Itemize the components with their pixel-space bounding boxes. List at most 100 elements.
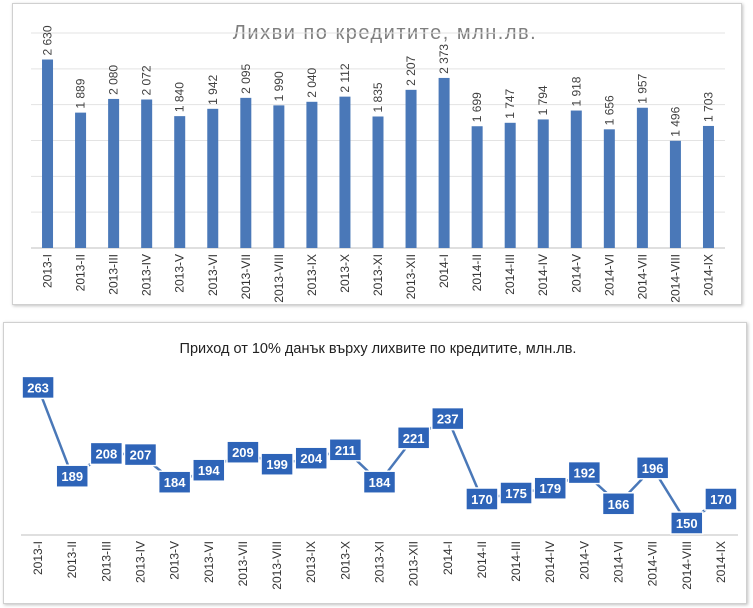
data-point-label: 175: [499, 481, 533, 505]
x-tick-label: 2014-IV: [536, 254, 550, 296]
data-point-label: 237: [431, 406, 465, 431]
bar: [42, 59, 54, 249]
data-point-value: 166: [608, 497, 630, 512]
bar: [372, 116, 384, 248]
data-point-value: 189: [61, 469, 83, 484]
bar: [306, 101, 318, 248]
x-tick-label: 2013-IX: [305, 254, 319, 296]
bar: [405, 89, 417, 248]
data-point-value: 184: [164, 475, 186, 490]
bar-value-label: 1 699: [470, 92, 484, 122]
bar: [174, 116, 186, 248]
x-tick-label: 2013-I: [31, 541, 45, 575]
data-point-label: 199: [260, 452, 294, 476]
bar: [207, 108, 219, 248]
data-point-label: 211: [328, 438, 363, 462]
bar-value-label: 2 207: [404, 55, 418, 85]
data-point-label: 208: [89, 441, 124, 466]
data-point-value: 170: [471, 492, 493, 507]
data-point-value: 237: [437, 412, 459, 427]
x-tick-label: 2013-VII: [239, 254, 253, 299]
data-point-value: 208: [96, 446, 118, 461]
bar: [438, 77, 450, 248]
bar-value-label: 2 630: [41, 25, 55, 55]
bar: [603, 129, 615, 248]
x-tick-label: 2013-III: [107, 254, 121, 295]
bar-value-label: 1 794: [536, 85, 550, 115]
bar-value-label: 1 496: [668, 106, 682, 136]
x-tick-label: 2014-II: [470, 254, 484, 291]
data-point-label: 209: [226, 440, 260, 464]
data-point-value: 207: [130, 448, 152, 463]
line-chart-panel: Приход от 10% данък върху лихвите по кре…: [3, 322, 747, 604]
data-point-label: 189: [55, 464, 89, 488]
bar-value-label: 1 889: [74, 78, 88, 108]
x-tick-label: 2014-IX: [714, 541, 728, 583]
bar: [108, 98, 120, 248]
x-tick-label: 2013-I: [41, 254, 55, 288]
data-point-label: 179: [533, 476, 567, 500]
data-point-label: 170: [465, 487, 499, 511]
data-point-label: 207: [123, 442, 158, 467]
x-tick-label: 2014-III: [509, 541, 523, 582]
bar-value-label: 1 840: [173, 82, 187, 112]
x-tick-label: 2014-IV: [543, 541, 557, 583]
bar: [273, 105, 285, 248]
data-point-label: 166: [601, 492, 636, 516]
bar-value-label: 1 747: [503, 88, 517, 118]
data-point-label: 263: [21, 375, 55, 400]
bar-value-label: 1 835: [371, 82, 385, 112]
x-tick-label: 2013-VII: [236, 541, 250, 586]
x-tick-label: 2013-XII: [404, 254, 418, 299]
data-point-label: 192: [567, 460, 602, 485]
bar: [75, 112, 87, 248]
x-tick-label: 2013-II: [65, 541, 79, 578]
x-tick-label: 2013-V: [173, 254, 187, 293]
bar: [702, 125, 714, 248]
x-tick-label: 2013-X: [338, 254, 352, 293]
x-tick-label: 2013-VIII: [272, 254, 286, 303]
data-point-value: 184: [369, 475, 391, 490]
data-point-value: 179: [539, 481, 561, 496]
x-tick-label: 2013-VIII: [270, 541, 284, 590]
x-tick-label: 2013-IV: [140, 254, 154, 296]
x-tick-label: 2014-VI: [602, 254, 616, 296]
bar-value-label: 1 656: [602, 95, 616, 125]
bar: [240, 97, 252, 248]
data-point-value: 199: [266, 457, 288, 472]
line-chart-title: Приход от 10% данък върху лихвите по кре…: [180, 341, 577, 357]
x-tick-label: 2014-VIII: [680, 541, 694, 590]
bar-value-label: 2 373: [437, 44, 451, 74]
bar: [339, 96, 351, 248]
data-point-value: 192: [574, 466, 596, 481]
data-point-label: 196: [635, 456, 670, 480]
bar: [471, 126, 483, 248]
data-point-value: 209: [232, 445, 254, 460]
data-point-label: 184: [157, 470, 192, 494]
x-tick-label: 2014-I: [441, 541, 455, 575]
x-tick-label: 2014-IX: [701, 254, 715, 296]
bar-value-label: 1 957: [635, 73, 649, 103]
data-point-value: 170: [710, 492, 732, 507]
data-point-label: 150: [670, 511, 704, 535]
data-point-value: 196: [642, 461, 664, 476]
x-tick-label: 2014-V: [569, 254, 583, 293]
data-point-value: 211: [335, 443, 356, 458]
x-tick-label: 2014-III: [503, 254, 517, 295]
data-point-label: 221: [396, 426, 431, 450]
x-tick-label: 2013-X: [338, 541, 352, 580]
x-tick-label: 2013-VI: [206, 254, 220, 296]
x-tick-label: 2013-II: [74, 254, 88, 291]
bar-value-label: 2 112: [338, 63, 352, 92]
data-point-value: 221: [403, 431, 425, 446]
data-point-label: 170: [704, 487, 738, 511]
bar: [669, 140, 681, 248]
x-tick-label: 2014-VII: [635, 254, 649, 299]
data-point-value: 263: [27, 380, 49, 395]
bar-value-label: 1 990: [272, 71, 286, 101]
data-point-label: 184: [362, 470, 397, 494]
bar-value-label: 1 703: [701, 92, 715, 122]
x-tick-label: 2013-V: [168, 541, 182, 580]
bar-value-label: 1 942: [206, 74, 220, 104]
data-point-value: 175: [505, 486, 527, 501]
